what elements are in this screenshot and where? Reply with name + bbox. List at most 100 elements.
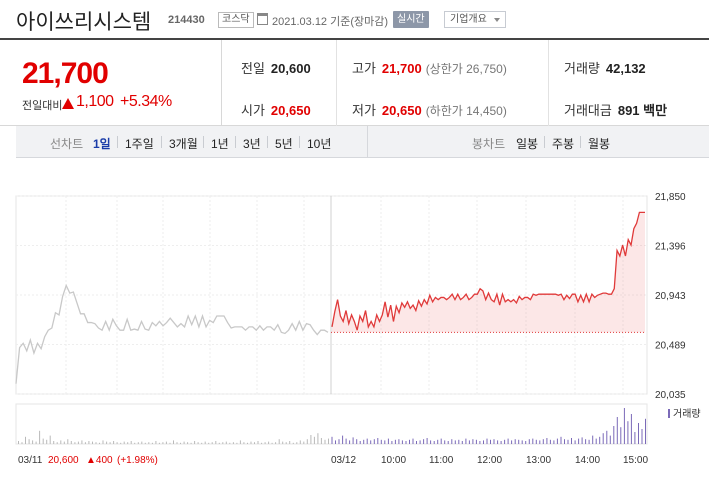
volume-bar bbox=[88, 441, 90, 444]
tabs-divider bbox=[367, 126, 368, 157]
up-arrow-icon bbox=[62, 98, 74, 109]
volume-bar bbox=[528, 439, 530, 444]
volume-bar bbox=[380, 439, 382, 444]
volume-bar bbox=[120, 442, 122, 444]
volume-bar bbox=[42, 438, 44, 444]
volume-bar bbox=[574, 440, 576, 444]
volume-bar bbox=[173, 440, 174, 444]
volume-bar bbox=[243, 442, 245, 444]
volume-bar bbox=[394, 439, 396, 444]
volume-bar bbox=[106, 441, 108, 444]
volume-bar bbox=[405, 441, 407, 444]
volume-bar bbox=[67, 439, 69, 444]
volume-bar bbox=[278, 439, 280, 444]
y-tick-label: 20,489 bbox=[655, 341, 686, 352]
volume-bar bbox=[556, 438, 558, 444]
volume-bar bbox=[638, 423, 639, 444]
tab-daily-candle[interactable]: 일봉 bbox=[516, 137, 539, 151]
market-badge: 코스닥 bbox=[218, 12, 254, 28]
volume-bar bbox=[261, 442, 263, 444]
volume-bar bbox=[475, 439, 477, 444]
volume-bar bbox=[95, 442, 97, 444]
tab-1year[interactable]: 1년 bbox=[211, 137, 229, 151]
tab-separator bbox=[203, 136, 204, 148]
volume-bar bbox=[35, 441, 37, 444]
open-value: 20,650 bbox=[270, 103, 311, 118]
volume-bar bbox=[225, 441, 227, 444]
volume-bar bbox=[468, 440, 470, 444]
volume-bar bbox=[571, 438, 572, 444]
calendar-icon bbox=[257, 13, 268, 25]
volume-bar bbox=[451, 439, 453, 444]
volume-bar bbox=[116, 442, 118, 444]
volume-bar bbox=[70, 441, 72, 444]
volume-bar bbox=[151, 442, 153, 444]
volume-bar bbox=[162, 442, 164, 444]
volume-bar bbox=[595, 438, 597, 444]
volume-bar bbox=[437, 439, 439, 444]
volume-bar bbox=[497, 440, 499, 444]
change-value: 1,100 bbox=[76, 93, 114, 110]
tab-weekly-candle[interactable]: 주봉 bbox=[552, 137, 575, 151]
volume-bar bbox=[454, 440, 456, 444]
volume-bar bbox=[289, 441, 291, 444]
volume-bar bbox=[444, 440, 446, 444]
volume-bar bbox=[331, 436, 333, 444]
volume-bar bbox=[257, 441, 259, 444]
volume-bar bbox=[215, 441, 217, 444]
volume-bar bbox=[169, 442, 171, 444]
volume-bar bbox=[176, 442, 178, 444]
volume-bar bbox=[232, 442, 234, 444]
volume-legend-swatch bbox=[668, 409, 670, 418]
y-tick-label: 21,396 bbox=[655, 242, 686, 253]
tab-monthly-candle[interactable]: 월봉 bbox=[588, 137, 611, 151]
volume-bar bbox=[141, 441, 143, 444]
volume-bar bbox=[201, 442, 203, 444]
volume-bar bbox=[486, 438, 488, 444]
realtime-button[interactable]: 실시간 bbox=[393, 11, 429, 28]
chart-period-tabs: 선차트 1일 1주일 3개월 1년 3년 5년 10년 봉차트 일봉 주봉 월봉 bbox=[16, 126, 709, 158]
company-overview-dropdown[interactable]: 기업개요 bbox=[444, 11, 506, 28]
y-axis: 21,850 21,396 20,943 20,489 20,035 bbox=[655, 192, 686, 401]
high-cell: 고가 21,700 (상한가 26,750) bbox=[352, 58, 507, 77]
volume-bar bbox=[518, 439, 520, 444]
volume-bar bbox=[236, 442, 238, 444]
tab-5year[interactable]: 5년 bbox=[275, 137, 293, 151]
intraday-chart[interactable]: 21,850 21,396 20,943 20,489 20,035 03/12 10:0… bbox=[0, 158, 709, 478]
tab-10year[interactable]: 10년 bbox=[307, 137, 332, 151]
tab-3year[interactable]: 3년 bbox=[243, 137, 261, 151]
change-percent: +5.34% bbox=[120, 93, 172, 110]
volume-bar bbox=[317, 433, 319, 444]
volume-bar bbox=[183, 441, 185, 444]
volume-bar bbox=[92, 441, 93, 444]
footer-date: 03/11 bbox=[18, 455, 43, 466]
volume-bar bbox=[99, 442, 100, 444]
x-tick-label: 13:00 bbox=[526, 455, 551, 466]
volume-bar bbox=[363, 439, 365, 444]
price-area-fill bbox=[332, 212, 645, 333]
volume-bar bbox=[623, 408, 625, 444]
volume-bar bbox=[542, 439, 544, 444]
volume-bar bbox=[204, 441, 206, 444]
volume-bar bbox=[479, 441, 481, 444]
volume-bar bbox=[440, 438, 442, 444]
volume-bar bbox=[113, 441, 115, 444]
volume-bar bbox=[345, 438, 347, 444]
amount-label: 거래대금 bbox=[564, 103, 612, 118]
volume-bars bbox=[15, 403, 648, 445]
volume-bar bbox=[218, 442, 220, 444]
volume-bar bbox=[511, 440, 513, 444]
amount-value: 891 백만 bbox=[617, 103, 668, 118]
tab-separator bbox=[161, 136, 162, 148]
tab-3month[interactable]: 3개월 bbox=[169, 137, 198, 151]
stock-header: 아이쓰리시스템 214430 코스닥 2021.03.12 기준(장마감) 실시… bbox=[0, 0, 709, 38]
high-label: 고가 bbox=[352, 61, 376, 76]
volume-bar bbox=[613, 426, 615, 444]
tab-1day[interactable]: 1일 bbox=[93, 137, 111, 151]
volume-bar bbox=[377, 438, 379, 444]
volume-bar bbox=[493, 439, 495, 444]
open-cell: 시가 20,650 bbox=[241, 100, 311, 119]
low-label: 저가 bbox=[352, 103, 376, 118]
volume-bar bbox=[391, 441, 393, 444]
tab-1week[interactable]: 1주일 bbox=[125, 137, 154, 151]
